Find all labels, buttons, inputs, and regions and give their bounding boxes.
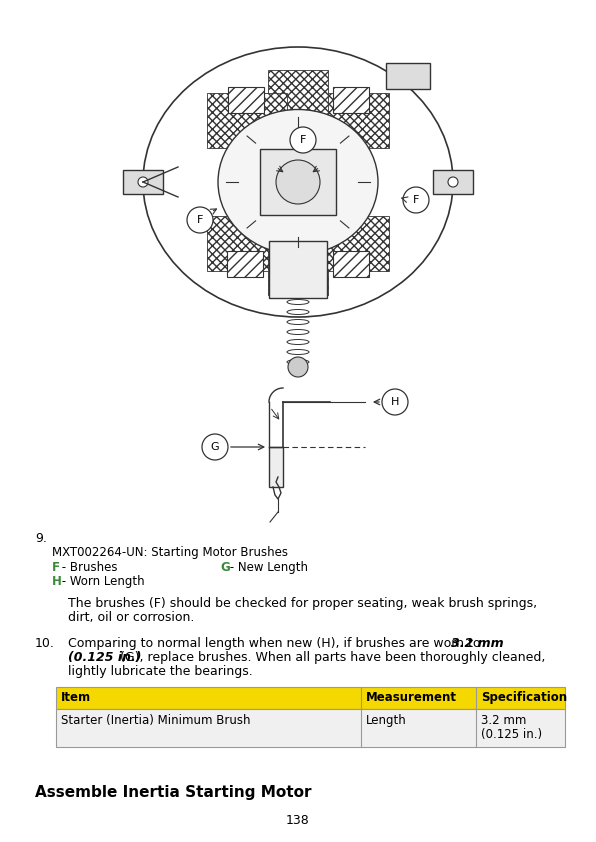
FancyBboxPatch shape xyxy=(268,249,328,295)
FancyBboxPatch shape xyxy=(269,241,327,298)
Circle shape xyxy=(382,389,408,415)
Text: - Brushes: - Brushes xyxy=(58,561,117,574)
FancyBboxPatch shape xyxy=(333,251,368,277)
FancyBboxPatch shape xyxy=(207,93,287,148)
Text: F: F xyxy=(197,215,203,225)
FancyBboxPatch shape xyxy=(228,88,263,113)
Text: Assemble Inertia Starting Motor: Assemble Inertia Starting Motor xyxy=(35,785,312,800)
Text: G: G xyxy=(211,442,219,452)
Circle shape xyxy=(403,187,429,213)
Text: 3.2 mm: 3.2 mm xyxy=(451,637,504,650)
Text: lightly lubricate the bearings.: lightly lubricate the bearings. xyxy=(68,665,253,678)
Text: Comparing to normal length when new (H), if brushes are worn to: Comparing to normal length when new (H),… xyxy=(68,637,485,650)
FancyBboxPatch shape xyxy=(56,709,565,747)
FancyBboxPatch shape xyxy=(433,170,473,194)
FancyBboxPatch shape xyxy=(56,687,565,709)
Ellipse shape xyxy=(218,109,378,254)
Text: 9.: 9. xyxy=(35,532,47,545)
FancyBboxPatch shape xyxy=(309,216,389,271)
FancyBboxPatch shape xyxy=(260,149,336,215)
Text: F: F xyxy=(52,561,60,574)
Text: (0.125 in.): (0.125 in.) xyxy=(68,651,141,664)
Text: F: F xyxy=(413,195,419,205)
Text: MXT002264-UN: Starting Motor Brushes: MXT002264-UN: Starting Motor Brushes xyxy=(52,546,288,559)
Text: 3.2 mm: 3.2 mm xyxy=(481,714,526,727)
Text: - New Length: - New Length xyxy=(226,561,308,574)
Text: Starter (Inertia) Minimum Brush: Starter (Inertia) Minimum Brush xyxy=(61,714,250,727)
Circle shape xyxy=(290,127,316,153)
FancyBboxPatch shape xyxy=(333,88,368,113)
Text: (G), replace brushes. When all parts have been thoroughly cleaned,: (G), replace brushes. When all parts hav… xyxy=(116,651,545,664)
Text: The brushes (F) should be checked for proper seating, weak brush springs,: The brushes (F) should be checked for pr… xyxy=(68,597,537,610)
FancyBboxPatch shape xyxy=(123,170,163,194)
Text: G: G xyxy=(220,561,229,574)
Text: dirt, oil or corrosion.: dirt, oil or corrosion. xyxy=(68,611,194,624)
FancyBboxPatch shape xyxy=(386,63,430,89)
FancyBboxPatch shape xyxy=(268,70,328,115)
Circle shape xyxy=(276,160,320,204)
Circle shape xyxy=(448,177,458,187)
FancyBboxPatch shape xyxy=(309,93,389,148)
Text: Item: Item xyxy=(61,691,91,704)
Text: Specification: Specification xyxy=(481,691,567,704)
Circle shape xyxy=(288,357,308,377)
Text: 138: 138 xyxy=(286,814,310,827)
Text: Length: Length xyxy=(366,714,406,727)
Text: H: H xyxy=(391,397,399,407)
Text: - Worn Length: - Worn Length xyxy=(58,575,145,588)
Circle shape xyxy=(138,177,148,187)
Circle shape xyxy=(202,434,228,460)
Text: 10.: 10. xyxy=(35,637,55,650)
FancyBboxPatch shape xyxy=(207,216,287,271)
Text: H: H xyxy=(52,575,62,588)
Circle shape xyxy=(187,207,213,233)
Text: F: F xyxy=(300,135,306,145)
Text: (0.125 in.): (0.125 in.) xyxy=(481,728,542,741)
FancyBboxPatch shape xyxy=(228,251,263,277)
FancyBboxPatch shape xyxy=(269,447,283,487)
Text: Measurement: Measurement xyxy=(366,691,457,704)
